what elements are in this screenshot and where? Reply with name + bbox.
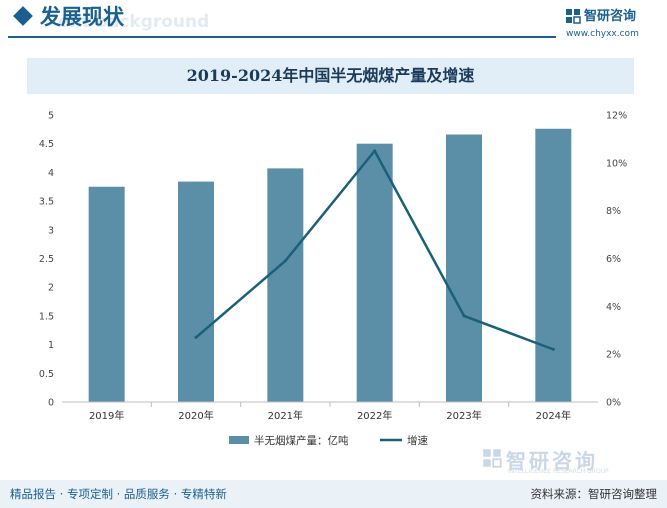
data-source: 资料来源：智研咨询整理: [530, 487, 658, 501]
y-left-tick-label: 0.5: [39, 369, 54, 380]
y-right-tick-label: 4%: [606, 302, 621, 313]
growth-point-4: [462, 314, 466, 318]
bar-5: [535, 128, 572, 402]
y-right-tick-label: 6%: [606, 254, 621, 265]
ghost-background-text: ent background: [58, 12, 210, 32]
growth-point-1: [194, 335, 198, 339]
brand-url: www.chyxx.com: [566, 29, 639, 39]
footer-slogan: 精品报告 · 专项定制 · 品质服务 · 专精特新: [10, 487, 227, 501]
watermark-subtext: INTELLIGENCE RESEARCH GROUP: [508, 468, 609, 475]
x-tick-label: 2024年: [536, 409, 571, 422]
zhiyan-logo-icon: [566, 9, 581, 24]
bar-line-chart: 2019年 2020年 2021年 2022年 2023年 2024年 0 0.5 1 1.5 2 2…: [39, 111, 627, 448]
section-title: 发展现状: [40, 5, 124, 29]
y-left-tick-label: 3.5: [39, 197, 54, 208]
chart-title: 2019-2024年中国半无烟煤产量及增速: [186, 66, 475, 85]
bar-0: [88, 186, 125, 402]
y-right-tick-label: 8%: [606, 206, 621, 217]
x-tick-label: 2023年: [446, 409, 481, 422]
watermark-text: 智研咨询: [506, 449, 598, 473]
x-tick-label: 2022年: [357, 409, 392, 422]
y-left-tick-label: 2: [48, 283, 54, 294]
growth-point-5: [551, 347, 555, 351]
watermark-logo-icon: [483, 449, 502, 468]
y-left-tick-label: 4.5: [39, 139, 54, 150]
x-tick-label: 2020年: [178, 409, 213, 422]
footer-bar: 精品报告 · 专项定制 · 品质服务 · 专精特新 资料来源：智研咨询整理: [0, 480, 667, 508]
chart-title-band: 2019-2024年中国半无烟煤产量及增速: [27, 58, 634, 94]
y-left-tick-label: 5: [48, 111, 54, 122]
y-left-tick-label: 1.5: [39, 311, 54, 322]
growth-point-3: [373, 149, 377, 153]
y-right-tick-label: 2%: [606, 350, 621, 361]
bar-1: [178, 181, 214, 402]
bar-3: [356, 143, 393, 402]
legend-line-label: 增速: [407, 434, 428, 447]
y-right-tick-label: 12%: [606, 111, 627, 122]
x-tick-label: 2021年: [268, 409, 303, 422]
y-right-tick-label: 10%: [606, 158, 627, 169]
y-left-tick-label: 0: [48, 398, 54, 409]
legend-bar-swatch: [229, 436, 249, 444]
brand-name: 智研咨询: [584, 9, 637, 24]
bar-2: [267, 168, 304, 402]
y-right-tick-label: 0%: [606, 398, 621, 409]
page-header: ent background 发展现状 智研咨询 www.chyxx.com: [0, 0, 667, 44]
growth-point-2: [283, 259, 287, 263]
y-left-tick-label: 2.5: [39, 254, 54, 265]
y-left-tick-label: 4: [48, 168, 54, 179]
x-tick-label: 2019年: [89, 409, 124, 422]
diamond-bullet-icon: [13, 6, 33, 26]
y-left-tick-label: 1: [48, 340, 54, 351]
header-divider: [8, 36, 556, 38]
legend-bar-label: 半无烟煤产量：亿吨: [254, 434, 349, 447]
y-left-tick-label: 3: [48, 225, 54, 236]
bar-4: [446, 134, 482, 402]
